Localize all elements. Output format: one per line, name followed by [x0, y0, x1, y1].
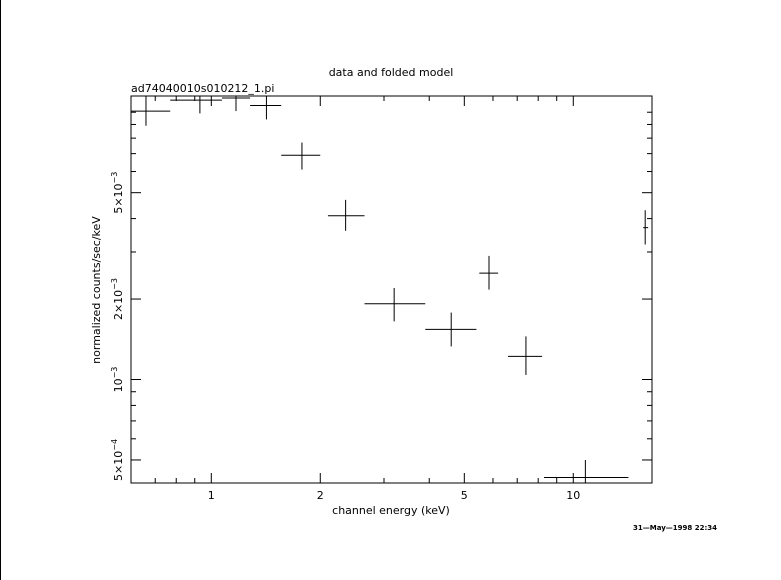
window-edge — [0, 0, 1, 580]
data-points — [131, 96, 649, 483]
chart-title: data and folded model — [329, 66, 454, 79]
x-tick-label: 1 — [208, 489, 215, 502]
data-point — [364, 287, 426, 322]
x-tick-label: 10 — [566, 489, 580, 502]
timestamp: 31—May—1998 22:34 — [633, 524, 717, 532]
data-point — [479, 255, 499, 290]
data-point — [327, 199, 365, 231]
y-axis-ticks: 5×10−4 10−3 2×10−3 5×10−3 — [110, 111, 652, 481]
data-point — [643, 210, 649, 245]
x-axis-label: channel energy (keV) — [332, 504, 450, 517]
data-point — [221, 96, 251, 112]
y-tick-label: 5×10−4 — [110, 439, 125, 481]
x-axis-ticks: 1 2 5 10 — [130, 96, 580, 502]
data-point — [250, 96, 282, 120]
x-tick-label: 2 — [317, 489, 324, 502]
plot-frame — [130, 95, 653, 484]
y-tick-label: 5×10−3 — [110, 172, 125, 214]
y-axis-label: normalized counts/sec/keV — [90, 216, 103, 364]
y-tick-label: 10−3 — [110, 367, 125, 393]
data-point — [131, 96, 171, 126]
chart-subtitle: ad74040010s010212_1.pi — [131, 82, 274, 95]
data-point — [543, 459, 629, 483]
y-tick-label: 2×10−3 — [110, 278, 125, 320]
data-point — [170, 96, 222, 114]
x-tick-label: 5 — [461, 489, 468, 502]
data-point — [425, 312, 477, 347]
data-point — [507, 336, 543, 375]
data-point — [281, 142, 321, 170]
